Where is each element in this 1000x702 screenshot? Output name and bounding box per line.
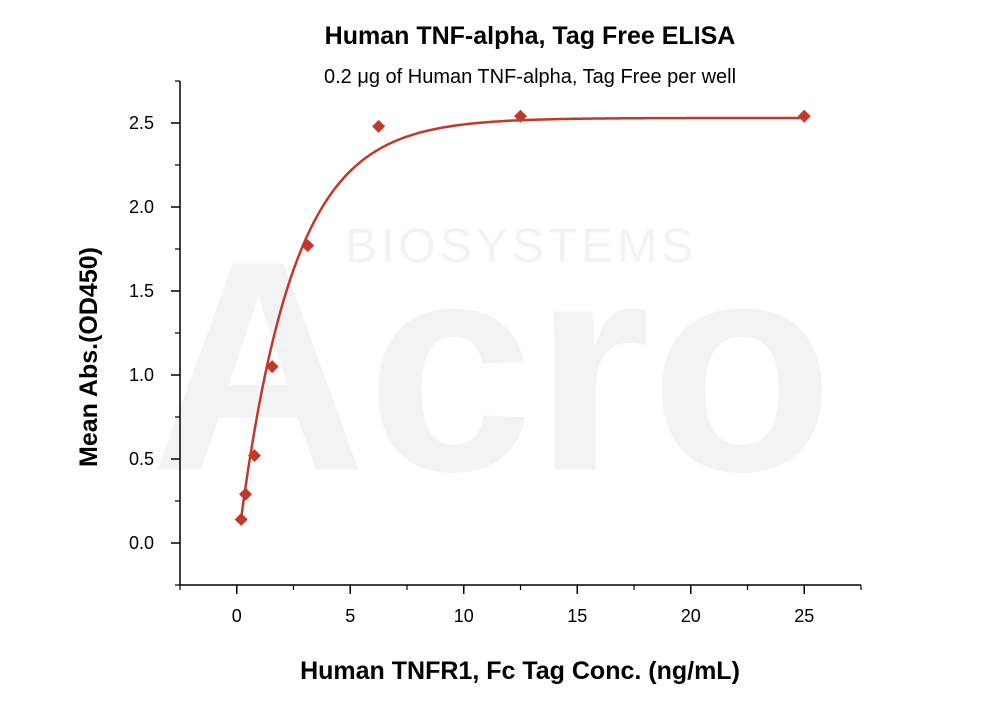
data-point: [797, 109, 811, 123]
tick-marks: [171, 80, 862, 594]
x-axis-title: Human TNFR1, Fc Tag Conc. (ng/mL): [300, 657, 740, 685]
chart-subtitle: 0.2 μg of Human TNF-alpha, Tag Free per …: [324, 66, 736, 88]
data-point: [239, 487, 253, 501]
data-points: [234, 109, 811, 526]
data-point: [234, 512, 248, 526]
y-axis-title: Mean Abs.(OD450): [75, 247, 103, 467]
y-tick-label: 2.5: [129, 113, 154, 133]
data-point: [301, 239, 315, 253]
watermark: Acro BIOSYSTEMS: [150, 198, 834, 534]
tick-labels: 0 5 10 15 20 25 0.0 0.5 1.0 1.5 2.0 2.5: [129, 113, 814, 626]
y-tick-label: 1.0: [129, 365, 154, 385]
x-tick-label: 0: [232, 606, 242, 626]
y-tick-label: 0.0: [129, 533, 154, 553]
x-tick-label: 25: [794, 606, 814, 626]
y-tick-label: 0.5: [129, 449, 154, 469]
data-point: [372, 119, 386, 133]
y-tick-label: 2.0: [129, 197, 154, 217]
x-tick-label: 15: [567, 606, 587, 626]
data-point: [247, 449, 261, 463]
y-tick-label: 1.5: [129, 281, 154, 301]
watermark-tagline: BIOSYSTEMS: [345, 220, 697, 273]
data-point: [514, 109, 527, 123]
x-tick-label: 5: [345, 606, 355, 626]
watermark-brand: Acro: [150, 198, 834, 534]
chart-title: Human TNF-alpha, Tag Free ELISA: [325, 22, 736, 50]
x-tick-label: 20: [681, 606, 701, 626]
x-tick-label: 10: [454, 606, 474, 626]
data-point: [265, 360, 279, 374]
